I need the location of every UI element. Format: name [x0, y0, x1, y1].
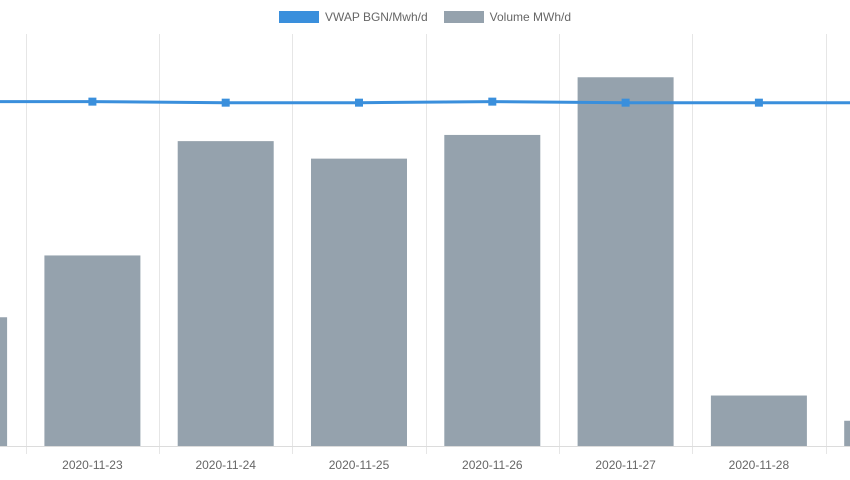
volume-bars: [0, 77, 850, 446]
legend-item-0[interactable]: VWAP BGN/Mwh/d: [278, 10, 428, 24]
x-tick-label: 2020-11-24: [195, 458, 256, 472]
volume-bar[interactable]: [444, 134, 541, 446]
vwap-point[interactable]: [488, 97, 497, 106]
vwap-point[interactable]: [621, 98, 630, 107]
volume-bar[interactable]: [177, 141, 274, 446]
vwap-line: [0, 97, 850, 107]
x-tick-label: 2020-11-28: [729, 458, 790, 472]
volume-bar[interactable]: [577, 77, 674, 446]
volume-bar[interactable]: [844, 420, 850, 446]
vwap-point[interactable]: [221, 98, 230, 107]
volume-bar[interactable]: [710, 395, 807, 446]
volume-bar[interactable]: [44, 255, 141, 446]
legend-label: VWAP BGN/Mwh/d: [324, 10, 428, 24]
vwap-point[interactable]: [754, 98, 763, 107]
vwap-point[interactable]: [355, 98, 363, 107]
volume-bar[interactable]: [311, 158, 407, 446]
legend-label: Volume MWh/d: [489, 10, 572, 24]
legend-swatch: [443, 11, 484, 23]
vwap-point[interactable]: [88, 97, 97, 106]
legend-swatch: [278, 11, 319, 23]
x-tick-label: 2020-11-26: [462, 458, 523, 472]
legend-item-1[interactable]: Volume MWh/d: [443, 10, 572, 24]
x-axis-ticks: 2020-11-23 2020-11-24 2020-11-25 2020-11-26…: [62, 458, 789, 472]
x-tick-label: 2020-11-25: [329, 458, 390, 472]
x-tick-label: 2020-11-27: [595, 458, 656, 472]
x-tick-label: 2020-11-23: [62, 458, 123, 472]
vwap-line-path: [0, 100, 850, 105]
volume-bar[interactable]: [0, 317, 8, 446]
legend: VWAP BGN/Mwh/d Volume MWh/d: [0, 6, 850, 28]
